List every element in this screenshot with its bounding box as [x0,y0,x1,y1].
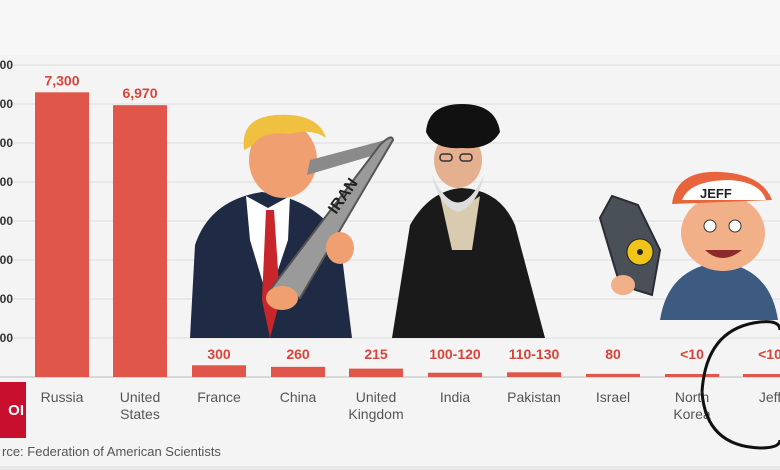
value-label: 100-120 [429,346,481,362]
category-label: United [356,389,396,405]
publisher-logo: OI [0,382,26,438]
bar [428,372,482,377]
y-tick-label: 6,000 [0,136,13,150]
bar [349,368,403,377]
bar [192,365,246,377]
y-tick-label: 2,000 [0,292,13,306]
character-with-bomb-illustration: JEFF [598,171,778,320]
category-label: States [120,406,160,422]
category-label: United [120,389,160,405]
value-label: 215 [364,346,388,362]
value-label: 110-130 [509,346,560,362]
bottom-divider [0,466,780,470]
y-tick-label: 1,000 [0,331,13,345]
circle-annotation [700,320,780,450]
category-label: Jeff [759,389,780,405]
bar [35,92,89,378]
category-label: Israel [596,389,630,405]
bar [271,366,325,377]
category-label: Russia [41,389,84,405]
category-label: Pakistan [507,389,561,405]
bar [586,373,640,377]
value-label: 260 [286,346,310,362]
category-label: India [440,389,471,405]
category-label: North [675,389,709,405]
bar [507,372,561,377]
value-label: 300 [207,346,231,362]
robed-figure-illustration [392,104,545,338]
header-band [0,0,780,55]
bar [743,374,780,377]
y-tick-label: 5,000 [0,175,13,189]
source-note: rce: Federation of American Scientists [2,444,221,459]
value-label: 7,300 [44,72,79,88]
value-labels: 7,300 6,970 300 260 215 100-120 110-130 80 <10 <1… [44,72,780,362]
category-label: Kingdom [348,406,403,422]
value-label: <10 [758,346,780,362]
value-label: 6,970 [122,85,157,101]
bar [113,105,167,378]
y-tick-label: 7,000 [0,97,13,111]
category-label: Korea [673,406,711,422]
y-tick-label: 8,000 [0,58,13,72]
bar [665,374,719,377]
category-label: China [280,389,317,405]
y-tick-labels: 1,000 2,000 3,000 4,000 5,000 6,000 7,000 8,000 [0,58,13,345]
value-label: <10 [680,346,704,362]
cap-label: JEFF [700,186,732,201]
bars [35,92,780,378]
category-label: France [197,389,241,405]
value-label: 80 [605,346,621,362]
figure-with-missile-illustration: IRAN [190,114,395,338]
y-tick-label: 3,000 [0,253,13,267]
y-tick-label: 4,000 [0,214,13,228]
